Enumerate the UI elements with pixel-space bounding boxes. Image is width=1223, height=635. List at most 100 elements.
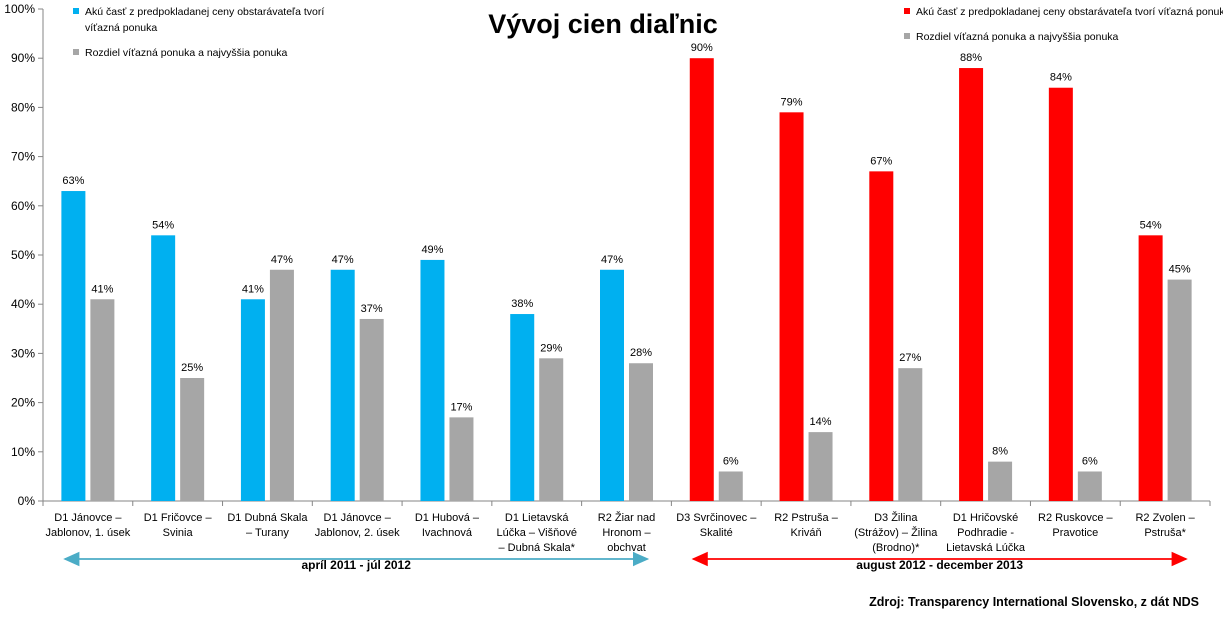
bar-series1 <box>1048 87 1073 501</box>
bar-series2 <box>359 318 384 501</box>
x-category-label-line: Kriváň <box>790 527 821 539</box>
y-tick-label: 70% <box>11 150 35 164</box>
y-tick-label: 60% <box>11 199 35 213</box>
bar-series1 <box>1138 235 1163 501</box>
x-category-label-line: (Strážov) – Žilina <box>854 526 938 539</box>
y-tick-label: 50% <box>11 248 35 262</box>
x-category-label-line: D1 Dubná Skala <box>227 512 308 524</box>
data-label-series1: 63% <box>62 175 84 187</box>
x-category-label-line: Lietavská Lúčka <box>946 542 1026 554</box>
x-category-label-line: D3 Žilina <box>874 511 918 524</box>
x-category-label-line: Pstruša* <box>1144 527 1186 539</box>
data-label-series2: 47% <box>271 254 293 266</box>
x-category-label-line: Skalité <box>700 527 733 539</box>
y-tick-label: 20% <box>11 396 35 410</box>
data-label-series1: 38% <box>511 298 533 310</box>
bars-group: 63% 54% 41% 47% 49% 38% 47% 90% 79% 67% 88% 84% 54% 4… <box>61 42 1192 502</box>
data-label-series2: 41% <box>91 283 113 295</box>
period-label: apríl 2011 - júl 2012 <box>301 558 411 572</box>
y-tick-label: 0% <box>18 494 36 508</box>
x-category-label: D1 Lietavská Lúčka – Višňové – Dubná Skala… <box>496 512 577 554</box>
y-tick-label: 90% <box>11 51 35 65</box>
x-category-label-line: D1 Lietavská <box>505 512 569 524</box>
x-category-label-line: – Turany <box>246 527 289 539</box>
legend-left: Akú časť z predpokladanej ceny obstaráva… <box>73 6 324 59</box>
x-category-label: D3 Žilina (Strážov) – Žilina (Brodno)* <box>854 511 938 554</box>
data-label-series2: 27% <box>899 352 921 364</box>
x-category-label-line: D1 Fričovce – <box>144 512 213 524</box>
data-label-series2: 6% <box>723 455 739 467</box>
x-category-label-line: D1 Jánovce – <box>324 512 392 524</box>
y-tick-label: 30% <box>11 346 35 360</box>
source-note: Zdroj: Transparency International Sloven… <box>869 595 1199 609</box>
bar-series2 <box>1077 471 1102 501</box>
axes: 0% 10% 20% 30% 40% 50% 60% 70% 80% 90% 100% D1 Jáno… <box>4 2 1211 554</box>
x-category-label: D1 Jánovce – Jablonov, 1. úsek <box>45 512 130 539</box>
x-category-label-line: Hronom – <box>602 527 651 539</box>
x-category-label-line: Pravotice <box>1052 527 1098 539</box>
x-category-label: D1 Fričovce – Svinia <box>144 512 213 539</box>
legend-label: Rozdiel víťazná ponuka a najvyššia ponuk… <box>916 31 1119 43</box>
y-tick-label: 10% <box>11 445 35 459</box>
bar-series1 <box>600 269 624 501</box>
x-category-label: R2 Zvolen – Pstruša* <box>1135 512 1195 539</box>
bar-series2 <box>269 269 294 501</box>
bar-series2 <box>449 417 474 501</box>
x-category-label: R2 Pstruša – Kriváň <box>774 512 838 539</box>
bar-series2 <box>808 432 833 501</box>
x-category-label-line: Jablonov, 1. úsek <box>45 527 130 539</box>
data-label-series1: 47% <box>332 254 354 266</box>
data-label-series1: 79% <box>781 96 803 108</box>
x-category-label-line: R2 Pstruša – <box>774 512 838 524</box>
bar-series2 <box>718 471 743 501</box>
x-category-label-line: obchvat <box>607 542 646 554</box>
bar-series2 <box>90 299 115 501</box>
bar-series1 <box>959 68 984 501</box>
x-category-label: D3 Svrčinovec – Skalité <box>676 512 757 539</box>
x-category-label-line: D3 Svrčinovec – <box>676 512 757 524</box>
x-category-label: D1 Hubová – Ivachnová <box>415 512 480 539</box>
bar-series1 <box>779 112 804 501</box>
y-tick-label: 40% <box>11 297 35 311</box>
data-label-series2: 6% <box>1082 455 1098 467</box>
x-category-label-line: D1 Hubová – <box>415 512 480 524</box>
bar-series1 <box>330 269 355 501</box>
data-label-series2: 29% <box>540 342 562 354</box>
bar-series2 <box>1167 279 1192 501</box>
data-label-series1: 67% <box>870 155 892 167</box>
x-category-label-line: R2 Žiar nad <box>598 511 655 524</box>
data-label-series2: 17% <box>450 401 472 413</box>
data-label-series2: 14% <box>810 416 832 428</box>
data-label-series2: 25% <box>181 362 203 374</box>
bar-series1 <box>420 259 445 501</box>
x-category-label: D1 Hričovské Podhradie - Lietavská Lúčka <box>946 512 1026 554</box>
bar-series2 <box>898 368 923 501</box>
bar-series1 <box>689 58 714 501</box>
bar-series2 <box>539 358 564 501</box>
legend-swatch <box>904 8 910 14</box>
period-label: august 2012 - december 2013 <box>856 558 1023 572</box>
x-category-label: D1 Dubná Skala – Turany <box>227 512 308 539</box>
x-category-label-line: – Dubná Skala* <box>499 542 576 554</box>
bar-series1 <box>151 235 176 501</box>
y-tick-label: 100% <box>4 2 35 16</box>
legend-label: Akú časť z predpokladanej ceny obstaráva… <box>916 6 1223 18</box>
data-label-series1: 84% <box>1050 72 1072 84</box>
chart-title: Vývoj cien diaľnic <box>488 9 718 39</box>
data-label-series1: 41% <box>242 283 264 295</box>
period-annotations: apríl 2011 - júl 2012 august 2012 - decem… <box>63 551 1188 572</box>
legend-swatch <box>904 33 910 39</box>
legend-label: Rozdiel víťazná ponuka a najvyššia ponuk… <box>85 47 288 59</box>
bar-series2 <box>988 461 1013 501</box>
data-label-series2: 8% <box>992 446 1008 458</box>
bar-series2 <box>180 378 205 501</box>
data-label-series1: 49% <box>421 244 443 256</box>
legend-label: Akú časť z predpokladanej ceny obstaráva… <box>85 6 324 18</box>
data-label-series1: 90% <box>691 42 713 54</box>
data-label-series1: 47% <box>601 254 623 266</box>
legend-swatch <box>73 8 79 14</box>
x-category-label: R2 Žiar nad Hronom – obchvat <box>598 511 655 554</box>
x-category-label-line: D1 Jánovce – <box>54 512 122 524</box>
x-category-label-line: Jablonov, 2. úsek <box>315 527 400 539</box>
